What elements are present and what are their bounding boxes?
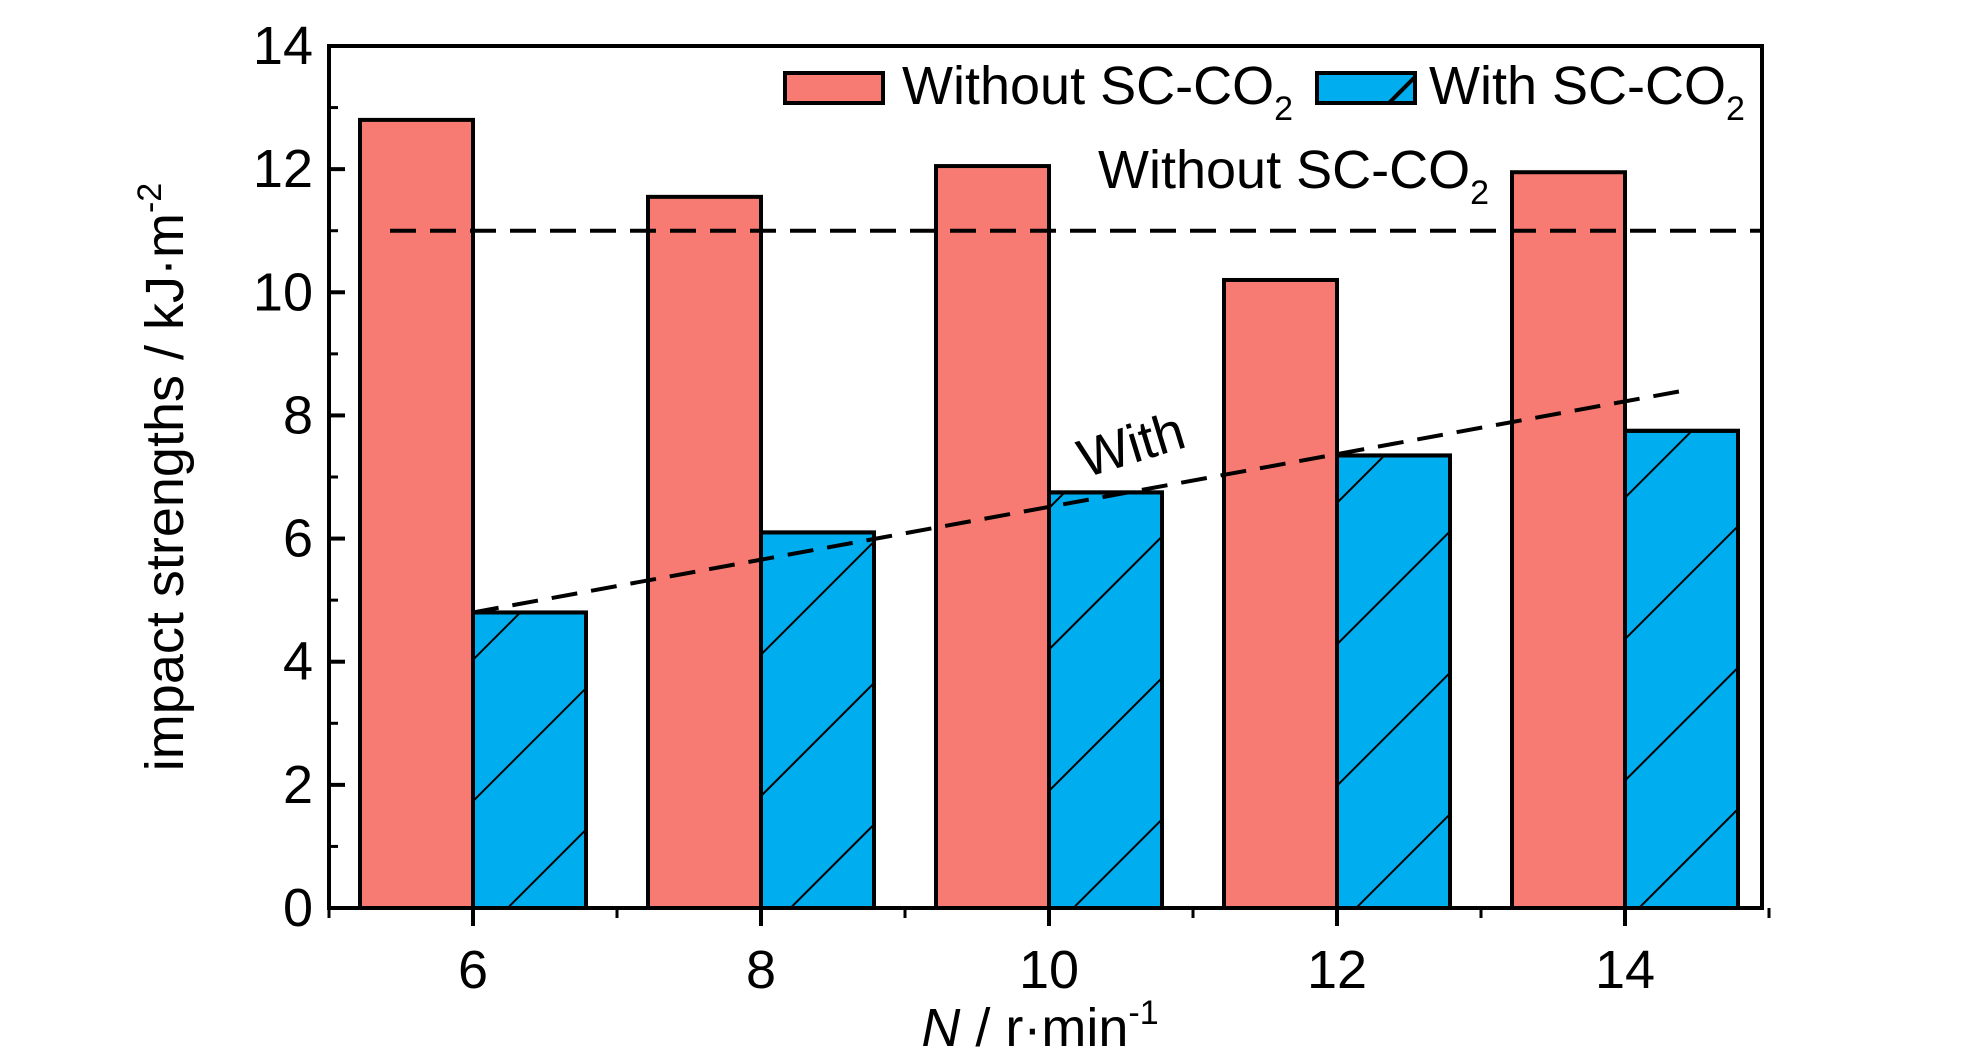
legend-label-with: With SC-CO2 (1429, 56, 1745, 128)
bar-hatch-10 (1047, 490, 1164, 910)
bar-hatch-6 (471, 610, 588, 910)
bars-layer (358, 117, 1740, 911)
bar-hatch-14 (1623, 428, 1740, 910)
series-without-sc-co2 (358, 117, 1627, 911)
x-tick-label: 12 (1307, 940, 1367, 1000)
legend-swatch-without (783, 71, 885, 105)
legend-swatch-with (1315, 71, 1417, 105)
x-axis-title-variable: N (921, 998, 961, 1058)
legend-item-with: With SC-CO2 (1315, 56, 1745, 128)
y-tick-label: 2 (283, 755, 313, 815)
x-axis-title-unit: / r·min (960, 998, 1128, 1058)
bar-without-8 (646, 194, 763, 911)
x-tick-label: 10 (1019, 940, 1079, 1000)
y-tick-label: 0 (283, 878, 313, 938)
y-tick-label: 12 (253, 139, 313, 199)
x-tick-label: 6 (458, 940, 488, 1000)
annotation-without-subscript: 2 (1470, 174, 1489, 212)
trend-line-with (472, 388, 1683, 615)
legend-label-text: With SC-CO (1429, 56, 1726, 116)
bar-without-12 (1222, 277, 1339, 910)
y-axis-title-text: impact strengths / kJ·m (135, 213, 195, 771)
legend-swatch-hatch (1387, 75, 1417, 105)
bar-without-6 (358, 117, 475, 910)
bar-without-14 (1510, 170, 1627, 910)
legend: Without SC-CO2 With SC-CO2 (783, 56, 1745, 128)
y-tick-label: 8 (283, 385, 313, 445)
legend-label-without: Without SC-CO2 (902, 56, 1293, 128)
legend-label-text: Without SC-CO (902, 56, 1274, 116)
axes-layer: 0 2 4 6 8 10 12 14 6 8 10 12 14 impact strengths / kJ… (131, 16, 1771, 1058)
bar-without-10 (934, 164, 1051, 911)
x-tick-label: 14 (1595, 940, 1655, 1000)
y-axis-title-exponent: -2 (131, 183, 169, 213)
y-tick-label: 14 (253, 16, 313, 76)
x-axis-title-exponent: -1 (1128, 994, 1158, 1032)
legend-label-subscript: 2 (1274, 90, 1293, 128)
reference-lines-layer (390, 228, 1762, 615)
y-tick-label: 6 (283, 509, 313, 569)
bar-hatch-8 (759, 530, 876, 911)
annotation-without: Without SC-CO2 (1098, 140, 1489, 212)
y-tick-label: 10 (253, 262, 313, 322)
series-with-sc-co2 (471, 428, 1740, 911)
x-axis-title: N / r·min-1 (921, 994, 1158, 1058)
legend-item-without: Without SC-CO2 (783, 56, 1293, 128)
legend-label-subscript: 2 (1726, 90, 1745, 128)
bar-hatch-12 (1335, 453, 1452, 910)
x-tick-label: 8 (746, 940, 776, 1000)
y-tick-label: 4 (283, 632, 313, 692)
y-axis-title: impact strengths / kJ·m-2 (131, 183, 195, 771)
annotation-with: With (1071, 401, 1192, 490)
annotation-without-text: Without SC-CO (1098, 140, 1470, 200)
